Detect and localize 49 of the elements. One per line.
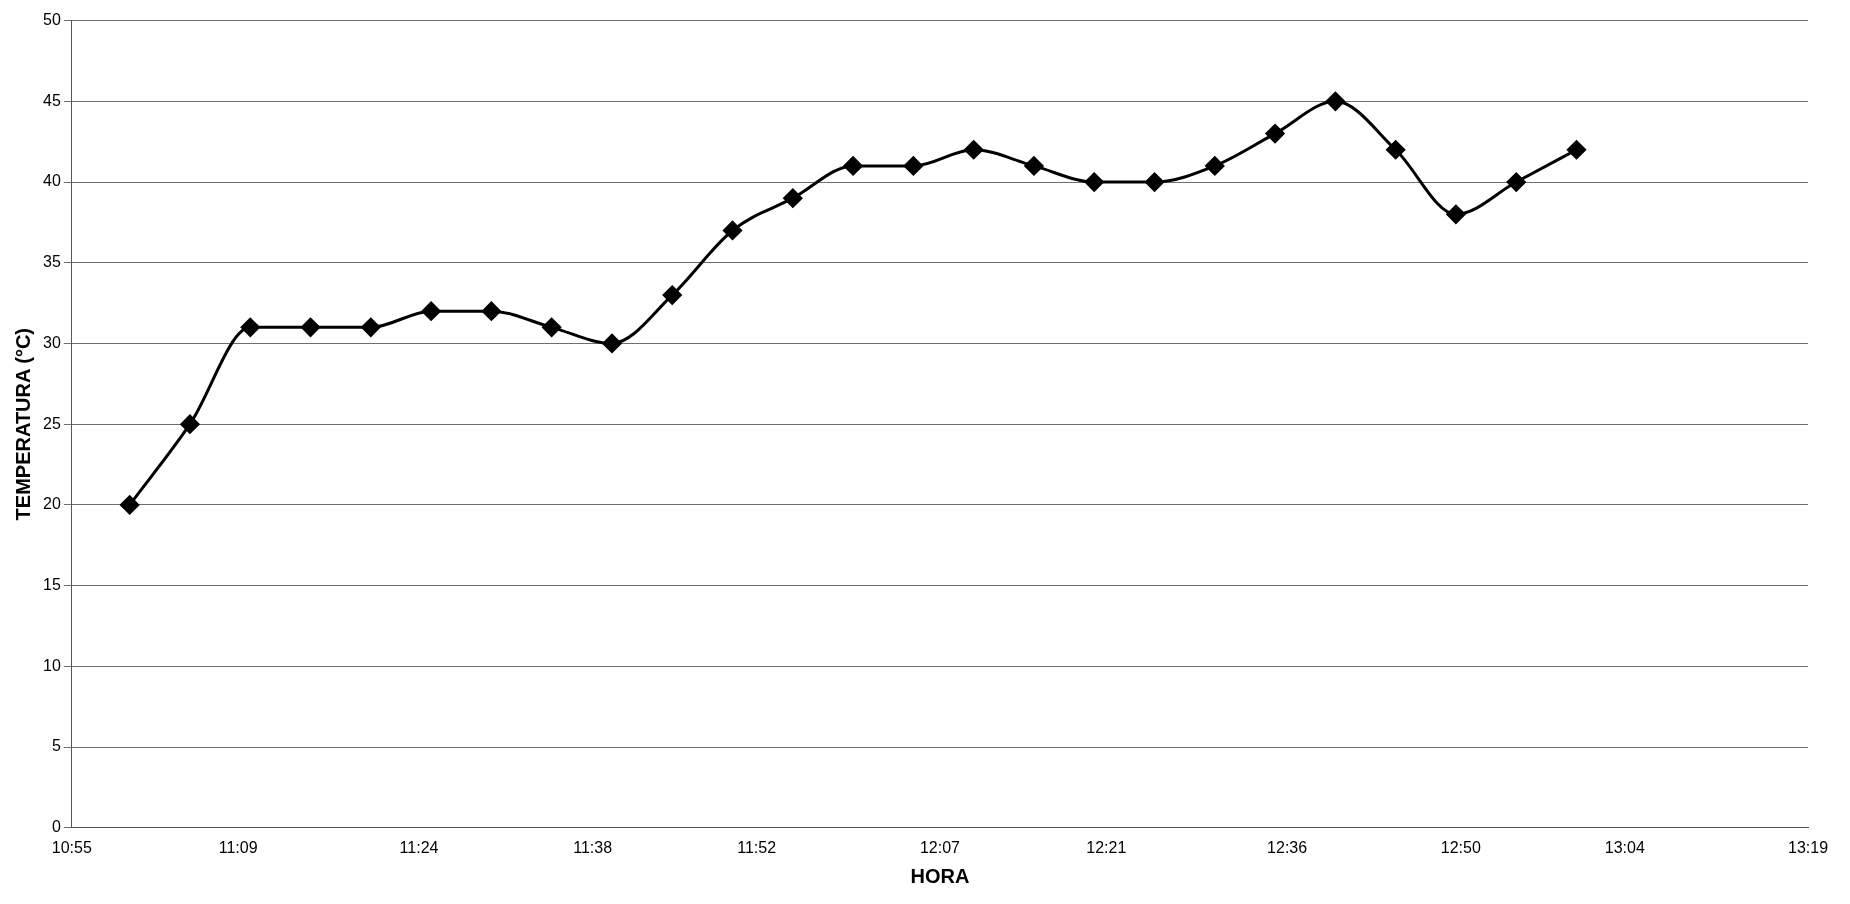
y-tick-label: 25 [43,414,61,432]
x-tick-label: 13:04 [1604,838,1645,856]
x-tick-label: 12:21 [1086,838,1127,856]
point [1386,140,1406,160]
y-tick-label: 30 [43,333,61,351]
point [1325,91,1345,111]
y-tick-label: 50 [43,11,61,29]
point [1506,172,1526,192]
point [542,317,562,337]
point [361,317,381,337]
point [1265,124,1285,144]
point [1205,156,1225,176]
point [301,317,321,337]
point [783,188,803,208]
point [964,140,984,160]
point [723,220,742,240]
point [1567,140,1587,160]
y-tick-label: 20 [43,495,61,513]
x-tick-label: 12:07 [919,838,961,856]
point [421,301,441,321]
point [1446,204,1466,224]
y-tick-label: 40 [43,172,61,190]
point [903,156,923,176]
x-tick-label: 13:19 [1787,838,1829,856]
y-tick-label: 15 [43,576,61,594]
point [662,285,682,305]
point [240,317,260,337]
y-tick-label: 45 [43,91,61,109]
y-tick-label: 0 [51,818,61,836]
point [843,156,863,176]
y-tick-label: 10 [43,656,61,674]
point [481,301,501,321]
y-tick-label: 35 [43,253,61,271]
x-axis-title: HORA [910,864,970,887]
x-tick-label: 11:38 [573,838,613,856]
y-tick-label: 5 [51,737,61,755]
x-tick-label: 12:50 [1440,838,1481,856]
x-tick-label: 11:09 [218,838,258,856]
x-tick-label: 12:36 [1267,838,1308,856]
x-tick-label: 10:55 [51,838,92,856]
point [602,333,622,353]
y-axis-title: TEMPERATURA (°C) [11,327,34,521]
x-tick-label: 11:24 [399,838,439,856]
point [1024,156,1044,176]
point [1084,172,1104,192]
point [1145,172,1165,192]
x-tick-label: 11:52 [737,838,777,856]
point [120,495,140,515]
point [180,414,200,434]
